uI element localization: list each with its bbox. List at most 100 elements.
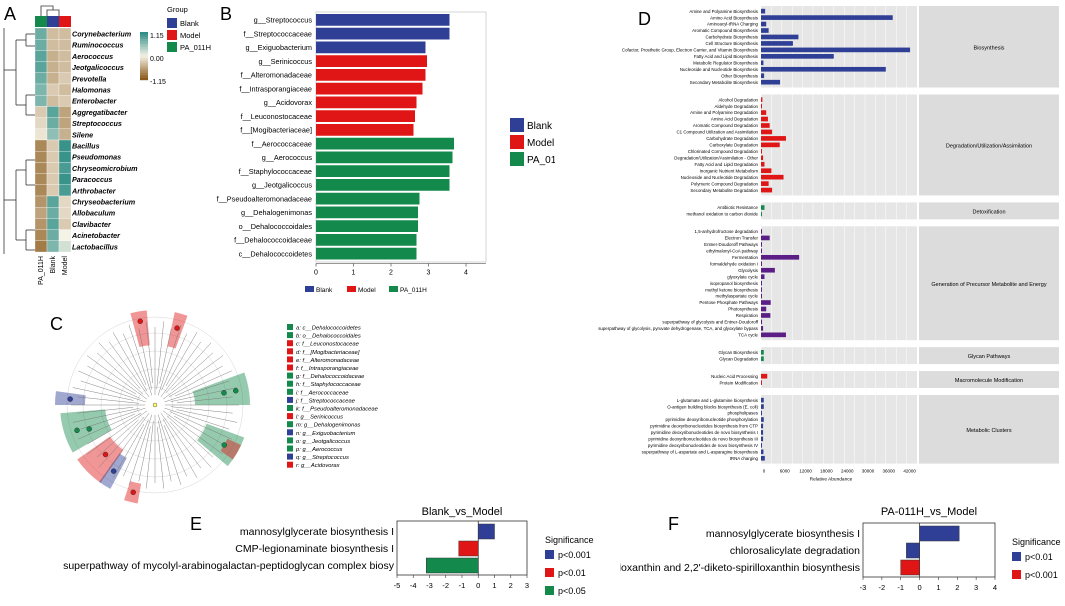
cladogram-node [67, 396, 73, 402]
lda-bar [316, 234, 417, 246]
pathway-bar [761, 287, 762, 292]
x-tick-label: -3 [860, 583, 867, 592]
key-label: q: g__Streptococcus [296, 455, 349, 461]
legend-swatch [1012, 570, 1021, 579]
x-tick-label: -1 [459, 581, 466, 590]
x-tick-label: 2 [955, 583, 959, 592]
pathway-bar [761, 73, 765, 79]
panel-f: F PA-011H_vs_Model mannosylglycerate biosy… [597, 505, 1065, 601]
scale-tick: 1.15 [150, 33, 164, 40]
genus-label: Arthrobacter [71, 186, 117, 195]
group-color-cell [47, 16, 59, 27]
cladogram-branch [112, 423, 145, 478]
diff-bar [426, 557, 479, 574]
pathway-bar [761, 97, 763, 102]
pathway-bar [761, 356, 764, 362]
column-label: Blank [50, 256, 57, 274]
genus-label: Ruminococcus [72, 41, 124, 50]
pathway-label: O-antigen building blocks biosynthesis (… [667, 404, 758, 409]
pathway-label: ethylmalonyl-CoA pathway [706, 249, 759, 254]
genus-label: Aggregatibacter [71, 108, 128, 117]
x-tick-label: -1 [897, 583, 904, 592]
cladogram-branch [170, 387, 238, 402]
highlight-sector [192, 372, 250, 405]
pathway-bar [761, 54, 834, 59]
genus-label: Corynebacterium [72, 30, 132, 39]
pathway-bar [761, 332, 786, 338]
legend-swatch [545, 550, 554, 559]
cladogram-branch [145, 420, 154, 489]
cladogram-branch [80, 380, 146, 403]
pathway-bar [761, 211, 762, 217]
bar-label: g__Acidovorax [264, 98, 313, 107]
pathway-label: 1,5-anhydrofructose degradation [695, 229, 759, 234]
heat-cell [46, 162, 60, 174]
heat-cell [34, 240, 48, 253]
legend-title: Significance [1012, 537, 1061, 547]
blank-vs-model-chart: E Blank_vs_Model mannosylglycerate biosynt… [63, 506, 593, 596]
pathway-bar [761, 397, 764, 403]
pathway-label: Pentose Phosphate Pathways [699, 300, 758, 305]
genus-label: Bacillus [72, 142, 100, 151]
highlight-sector [197, 423, 245, 467]
pathway-bar [761, 443, 762, 448]
key-label: p: g__Aerococcus [295, 447, 343, 453]
key-swatch [287, 453, 293, 460]
pathway-label: Glycolysis [738, 268, 759, 273]
key-label: r: g__Acidovorax [296, 463, 341, 469]
heat-cell [34, 50, 48, 62]
pathway-label: mannosylglycerate biosynthesis I [240, 526, 394, 538]
key-swatch [287, 445, 293, 452]
heat-cell [34, 27, 48, 40]
scale-step [140, 32, 148, 35]
pathway-bar [761, 47, 911, 53]
key-label: i: f__Aerococcaceae [296, 390, 349, 396]
column-dendrogram [40, 5, 60, 16]
cladogram-node [221, 390, 227, 396]
pathway-bar [761, 417, 764, 422]
bar-label: f__Intrasporangiaceae [239, 84, 312, 93]
legend-label: p<0.05 [558, 586, 586, 596]
legend-swatch [510, 118, 524, 132]
bar-label: f__[Mogibacteriaceae] [240, 126, 312, 135]
scale-step [140, 48, 148, 52]
bar-label: g__Jeotgalicoccus [252, 181, 312, 190]
group-color-cell [35, 16, 47, 27]
cladogram-branch [138, 328, 152, 390]
cladogram-branch [175, 370, 232, 397]
cladogram-branch [145, 321, 153, 384]
cladogram-branch [157, 414, 182, 485]
x-tick-label: 1 [492, 581, 496, 590]
pathway-bar [761, 205, 765, 210]
pathway-bar [761, 306, 767, 312]
diff-bar [478, 523, 495, 540]
column-label: PA_011H [38, 256, 45, 285]
section-plot-bg [761, 347, 917, 365]
genus-label: Lactobacillus [72, 242, 118, 251]
legend-swatch [510, 152, 524, 166]
bottom-legend-label: Blank [316, 287, 333, 294]
lda-bar [316, 220, 418, 232]
legend-swatch [545, 568, 554, 577]
lda-bar [316, 165, 450, 177]
pathway-label: Glycan Degradation [719, 356, 758, 361]
section-plot-bg [761, 94, 917, 196]
x-tick-label: 42000 [903, 469, 916, 474]
lda-bar [316, 55, 427, 67]
pathway-bar [761, 15, 893, 20]
cladogram-branch [128, 414, 153, 485]
section-name: Generation of Precursor Metabolite and E… [931, 282, 1047, 288]
section-name: Metabolic Clusters [966, 428, 1011, 434]
pathway-label: pyrimidine deoxyribonucleotides de novo … [651, 430, 758, 435]
heat-cell [34, 207, 48, 219]
legend-label: Blank [527, 121, 553, 132]
heat-cell [34, 173, 48, 185]
diff-bar [900, 559, 920, 576]
cladogram-branch [170, 406, 233, 414]
key-swatch [287, 421, 293, 428]
cladogram-node [130, 489, 136, 496]
legend-label: Model [180, 31, 201, 40]
genus-label: Chryseobacterium [72, 198, 136, 207]
heat-cell [46, 139, 60, 152]
